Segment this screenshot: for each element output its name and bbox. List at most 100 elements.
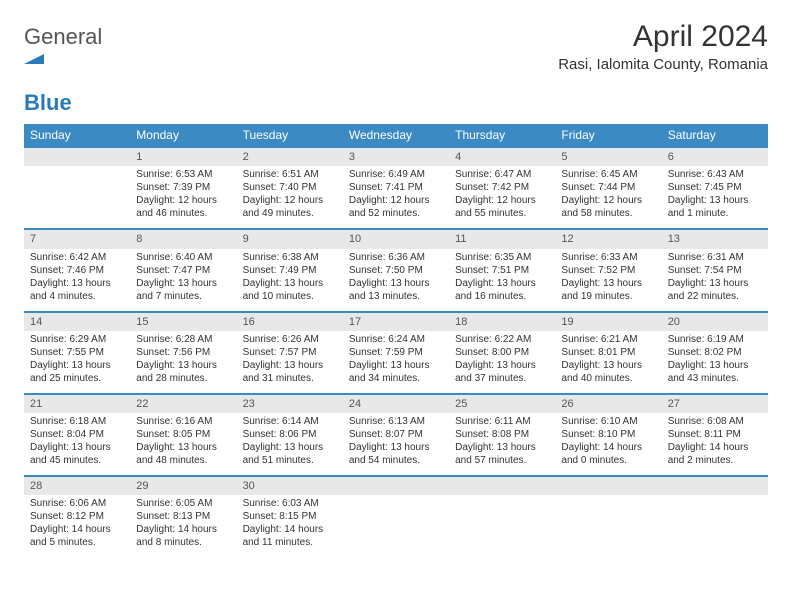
day-number: 21 (24, 395, 130, 413)
sunset-text: Sunset: 7:54 PM (668, 264, 762, 277)
day-cell: 16Sunrise: 6:26 AMSunset: 7:57 PMDayligh… (237, 312, 343, 394)
day-number: 18 (449, 313, 555, 331)
logo-word1: General (24, 24, 102, 49)
day2-text: and 5 minutes. (30, 536, 124, 549)
week-row: 21Sunrise: 6:18 AMSunset: 8:04 PMDayligh… (24, 394, 768, 476)
sunset-text: Sunset: 8:13 PM (136, 510, 230, 523)
day-number: 15 (130, 313, 236, 331)
day1-text: Daylight: 13 hours (455, 359, 549, 372)
day-body: Sunrise: 6:47 AMSunset: 7:42 PMDaylight:… (449, 166, 555, 228)
day-number: 12 (555, 230, 661, 248)
empty-day-bar (555, 477, 661, 495)
day2-text: and 40 minutes. (561, 372, 655, 385)
day-body: Sunrise: 6:53 AMSunset: 7:39 PMDaylight:… (130, 166, 236, 228)
day1-text: Daylight: 12 hours (561, 194, 655, 207)
day-number: 17 (343, 313, 449, 331)
sunrise-text: Sunrise: 6:47 AM (455, 168, 549, 181)
day1-text: Daylight: 13 hours (30, 359, 124, 372)
day-cell: 20Sunrise: 6:19 AMSunset: 8:02 PMDayligh… (662, 312, 768, 394)
day-cell: 8Sunrise: 6:40 AMSunset: 7:47 PMDaylight… (130, 229, 236, 311)
day-cell: 30Sunrise: 6:03 AMSunset: 8:15 PMDayligh… (237, 476, 343, 557)
day1-text: Daylight: 13 hours (561, 277, 655, 290)
day-body: Sunrise: 6:49 AMSunset: 7:41 PMDaylight:… (343, 166, 449, 228)
sunrise-text: Sunrise: 6:13 AM (349, 415, 443, 428)
day-cell: 17Sunrise: 6:24 AMSunset: 7:59 PMDayligh… (343, 312, 449, 394)
day-number: 25 (449, 395, 555, 413)
day-body: Sunrise: 6:06 AMSunset: 8:12 PMDaylight:… (24, 495, 130, 557)
day2-text: and 54 minutes. (349, 454, 443, 467)
day2-text: and 1 minute. (668, 207, 762, 220)
sunrise-text: Sunrise: 6:18 AM (30, 415, 124, 428)
day-cell: 2Sunrise: 6:51 AMSunset: 7:40 PMDaylight… (237, 147, 343, 229)
day-number: 13 (662, 230, 768, 248)
calendar-body: 1Sunrise: 6:53 AMSunset: 7:39 PMDaylight… (24, 147, 768, 557)
day2-text: and 57 minutes. (455, 454, 549, 467)
day2-text: and 11 minutes. (243, 536, 337, 549)
sunset-text: Sunset: 7:59 PM (349, 346, 443, 359)
sunset-text: Sunset: 8:12 PM (30, 510, 124, 523)
sunrise-text: Sunrise: 6:43 AM (668, 168, 762, 181)
day-body: Sunrise: 6:43 AMSunset: 7:45 PMDaylight:… (662, 166, 768, 228)
day-number: 7 (24, 230, 130, 248)
day-body: Sunrise: 6:26 AMSunset: 7:57 PMDaylight:… (237, 331, 343, 393)
day-body: Sunrise: 6:05 AMSunset: 8:13 PMDaylight:… (130, 495, 236, 557)
day-number: 24 (343, 395, 449, 413)
day2-text: and 31 minutes. (243, 372, 337, 385)
day2-text: and 37 minutes. (455, 372, 549, 385)
day-cell: 28Sunrise: 6:06 AMSunset: 8:12 PMDayligh… (24, 476, 130, 557)
day1-text: Daylight: 13 hours (30, 277, 124, 290)
day-number: 26 (555, 395, 661, 413)
day1-text: Daylight: 12 hours (243, 194, 337, 207)
sunset-text: Sunset: 7:45 PM (668, 181, 762, 194)
day-cell: 6Sunrise: 6:43 AMSunset: 7:45 PMDaylight… (662, 147, 768, 229)
sunset-text: Sunset: 7:57 PM (243, 346, 337, 359)
day-cell: 1Sunrise: 6:53 AMSunset: 7:39 PMDaylight… (130, 147, 236, 229)
day-number: 28 (24, 477, 130, 495)
day-cell (662, 476, 768, 557)
day1-text: Daylight: 12 hours (349, 194, 443, 207)
sunrise-text: Sunrise: 6:19 AM (668, 333, 762, 346)
empty-day-bar (24, 148, 130, 166)
day-body: Sunrise: 6:40 AMSunset: 7:47 PMDaylight:… (130, 249, 236, 311)
day-number: 27 (662, 395, 768, 413)
day-number: 11 (449, 230, 555, 248)
sunrise-text: Sunrise: 6:06 AM (30, 497, 124, 510)
location: Rasi, Ialomita County, Romania (558, 56, 768, 73)
empty-day-bar (662, 477, 768, 495)
day1-text: Daylight: 12 hours (455, 194, 549, 207)
sunrise-text: Sunrise: 6:33 AM (561, 251, 655, 264)
day1-text: Daylight: 13 hours (668, 359, 762, 372)
sunrise-text: Sunrise: 6:08 AM (668, 415, 762, 428)
sunrise-text: Sunrise: 6:53 AM (136, 168, 230, 181)
sunset-text: Sunset: 7:56 PM (136, 346, 230, 359)
day2-text: and 8 minutes. (136, 536, 230, 549)
day-body: Sunrise: 6:28 AMSunset: 7:56 PMDaylight:… (130, 331, 236, 393)
day-cell: 4Sunrise: 6:47 AMSunset: 7:42 PMDaylight… (449, 147, 555, 229)
day-number: 20 (662, 313, 768, 331)
day1-text: Daylight: 13 hours (668, 277, 762, 290)
sunset-text: Sunset: 8:11 PM (668, 428, 762, 441)
day2-text: and 46 minutes. (136, 207, 230, 220)
sunset-text: Sunset: 7:51 PM (455, 264, 549, 277)
day1-text: Daylight: 13 hours (30, 441, 124, 454)
day1-text: Daylight: 13 hours (349, 441, 443, 454)
sunrise-text: Sunrise: 6:22 AM (455, 333, 549, 346)
sunset-text: Sunset: 7:39 PM (136, 181, 230, 194)
sunrise-text: Sunrise: 6:11 AM (455, 415, 549, 428)
day2-text: and 34 minutes. (349, 372, 443, 385)
day-number: 14 (24, 313, 130, 331)
day-number: 30 (237, 477, 343, 495)
sunset-text: Sunset: 7:42 PM (455, 181, 549, 194)
day1-text: Daylight: 13 hours (455, 277, 549, 290)
day-body: Sunrise: 6:18 AMSunset: 8:04 PMDaylight:… (24, 413, 130, 475)
day-number: 6 (662, 148, 768, 166)
sunrise-text: Sunrise: 6:29 AM (30, 333, 124, 346)
day-number: 8 (130, 230, 236, 248)
sunset-text: Sunset: 8:15 PM (243, 510, 337, 523)
day-body: Sunrise: 6:33 AMSunset: 7:52 PMDaylight:… (555, 249, 661, 311)
day-number: 23 (237, 395, 343, 413)
day2-text: and 52 minutes. (349, 207, 443, 220)
day-cell: 5Sunrise: 6:45 AMSunset: 7:44 PMDaylight… (555, 147, 661, 229)
day1-text: Daylight: 13 hours (136, 441, 230, 454)
day-body: Sunrise: 6:03 AMSunset: 8:15 PMDaylight:… (237, 495, 343, 557)
